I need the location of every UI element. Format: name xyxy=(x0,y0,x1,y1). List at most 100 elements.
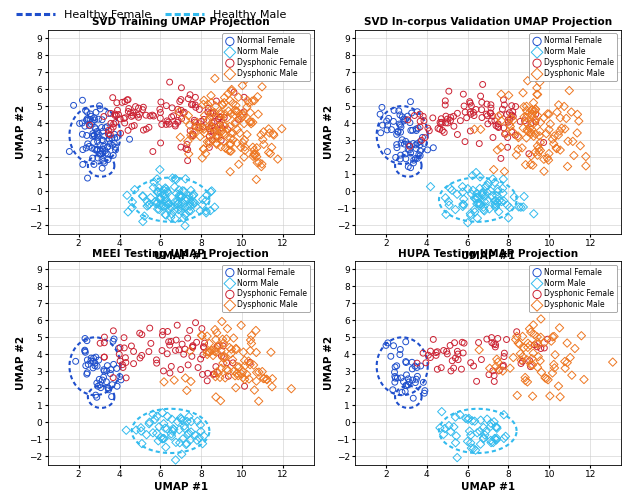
Dysphonic Male xyxy=(204,138,214,146)
Dysphonic Female xyxy=(187,352,197,360)
Dysphonic Male xyxy=(205,122,215,129)
Dysphonic Male xyxy=(496,91,506,98)
Dysphonic Male xyxy=(239,120,249,127)
Norm Male xyxy=(186,207,196,215)
Dysphonic Female xyxy=(456,365,467,373)
Dysphonic Female xyxy=(105,131,115,139)
Normal Female xyxy=(90,362,100,369)
Dysphonic Male xyxy=(222,325,232,333)
Norm Male xyxy=(183,430,193,438)
Dysphonic Female xyxy=(417,136,427,144)
Normal Female xyxy=(388,118,399,125)
Norm Male xyxy=(478,435,488,443)
Normal Female xyxy=(401,382,412,390)
Normal Female xyxy=(102,150,113,158)
Norm Male xyxy=(472,200,482,208)
Dysphonic Female xyxy=(124,105,134,113)
Dysphonic Male xyxy=(245,361,255,369)
Normal Female xyxy=(106,366,116,373)
Dysphonic Female xyxy=(182,141,192,149)
Dysphonic Female xyxy=(459,102,469,110)
Dysphonic Female xyxy=(173,119,183,126)
Dysphonic Male xyxy=(559,102,569,110)
Norm Male xyxy=(516,203,526,211)
Dysphonic Male xyxy=(207,346,217,354)
Dysphonic Male xyxy=(238,368,248,375)
Normal Female xyxy=(84,143,94,151)
Dysphonic Male xyxy=(529,120,539,127)
Dysphonic Male xyxy=(230,384,241,392)
Dysphonic Male xyxy=(225,141,235,149)
Normal Female xyxy=(408,140,419,148)
Normal Female xyxy=(82,369,92,377)
Dysphonic Male xyxy=(200,129,210,137)
Dysphonic Male xyxy=(175,133,186,141)
Title: SVD In-corpus Validation UMAP Projection: SVD In-corpus Validation UMAP Projection xyxy=(364,17,612,28)
Dysphonic Female xyxy=(542,335,552,343)
Normal Female xyxy=(112,133,122,141)
Norm Male xyxy=(449,423,459,431)
Normal Female xyxy=(77,160,88,168)
Normal Female xyxy=(100,147,110,154)
Dysphonic Male xyxy=(563,162,573,170)
Normal Female xyxy=(93,382,103,390)
Dysphonic Female xyxy=(515,118,525,125)
Dysphonic Male xyxy=(522,111,532,119)
Dysphonic Female xyxy=(415,110,425,118)
Norm Male xyxy=(166,432,177,440)
Normal Female xyxy=(383,115,394,123)
Normal Female xyxy=(110,143,120,151)
Dysphonic Male xyxy=(532,338,543,346)
Dysphonic Male xyxy=(518,353,528,361)
Dysphonic Female xyxy=(239,93,249,101)
Normal Female xyxy=(401,359,412,367)
Normal Female xyxy=(376,129,386,137)
Dysphonic Male xyxy=(223,367,234,374)
Normal Female xyxy=(102,123,112,130)
Norm Male xyxy=(188,191,198,199)
Dysphonic Female xyxy=(439,128,449,136)
Norm Male xyxy=(159,190,170,198)
Normal Female xyxy=(83,116,93,123)
Dysphonic Male xyxy=(206,92,216,99)
Dysphonic Male xyxy=(488,166,499,174)
Normal Female xyxy=(97,136,107,144)
Dysphonic Male xyxy=(522,356,532,364)
Normal Female xyxy=(96,151,106,158)
Dysphonic Male xyxy=(516,356,527,364)
Dysphonic Male xyxy=(195,132,205,140)
Dysphonic Female xyxy=(115,343,125,351)
Normal Female xyxy=(410,154,420,162)
Dysphonic Male xyxy=(212,368,222,376)
Dysphonic Female xyxy=(218,342,228,350)
Norm Male xyxy=(169,207,179,215)
Dysphonic Female xyxy=(525,363,536,370)
Dysphonic Male xyxy=(223,107,234,115)
Dysphonic Male xyxy=(206,109,216,117)
Normal Female xyxy=(95,141,105,149)
Dysphonic Female xyxy=(157,121,167,128)
Dysphonic Male xyxy=(259,128,269,136)
Dysphonic Male xyxy=(217,318,227,326)
Dysphonic Male xyxy=(268,130,278,138)
Dysphonic Female xyxy=(148,148,158,155)
Dysphonic Male xyxy=(220,354,230,362)
Dysphonic Female xyxy=(184,327,195,335)
Dysphonic Male xyxy=(543,156,554,164)
Dysphonic Female xyxy=(182,334,193,342)
Norm Male xyxy=(185,436,195,444)
Dysphonic Female xyxy=(435,125,445,133)
Dysphonic Female xyxy=(148,112,159,120)
Norm Male xyxy=(475,173,485,181)
Dysphonic Female xyxy=(121,374,131,382)
Normal Female xyxy=(83,356,93,364)
Norm Male xyxy=(463,219,473,227)
Dysphonic Male xyxy=(198,124,208,132)
Dysphonic Male xyxy=(513,134,524,142)
Normal Female xyxy=(419,140,429,148)
Dysphonic Male xyxy=(215,109,225,117)
Dysphonic Male xyxy=(508,354,518,362)
Dysphonic Male xyxy=(547,369,557,377)
Dysphonic Male xyxy=(258,374,268,382)
Norm Male xyxy=(170,215,180,222)
